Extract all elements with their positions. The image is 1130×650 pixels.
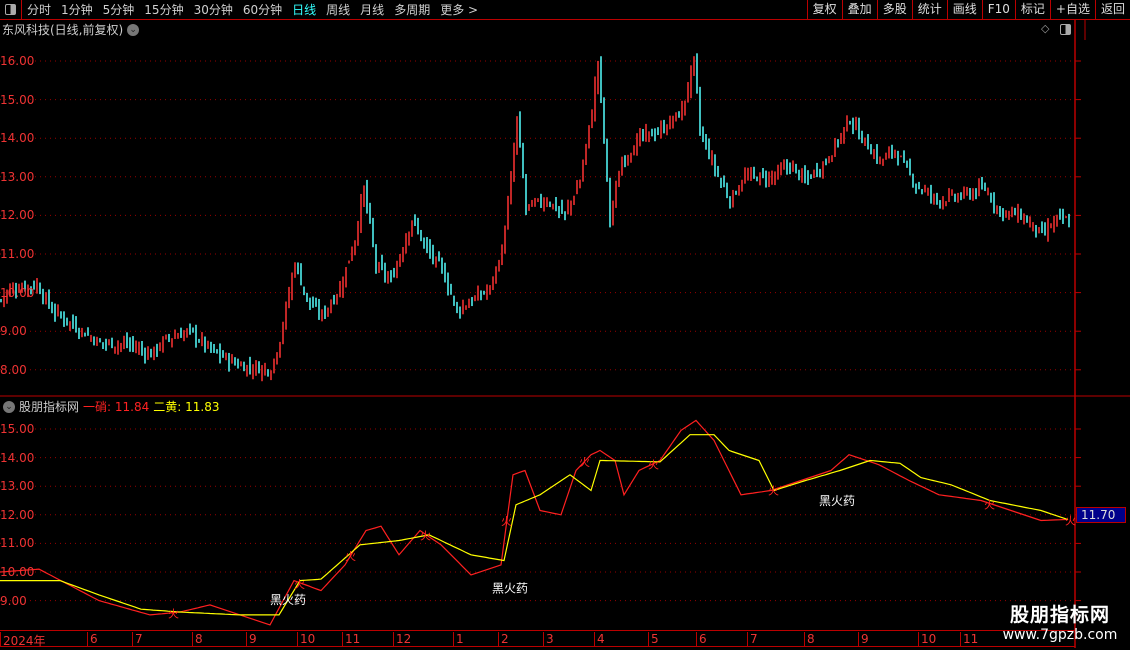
month-label: 12 bbox=[393, 632, 411, 647]
month-label: 2 bbox=[498, 632, 509, 647]
period-tab[interactable]: 日线 bbox=[292, 3, 317, 17]
chevron-down-icon[interactable]: ⌄ bbox=[3, 400, 15, 413]
fire-marker: 火 bbox=[345, 550, 356, 563]
stock-title: 东风科技(日线,前复权) bbox=[2, 23, 124, 37]
month-label: 9 bbox=[858, 632, 869, 647]
period-tab[interactable]: 15分钟 bbox=[144, 3, 184, 17]
price-tick-label: 10.00 bbox=[0, 285, 35, 300]
month-label: 6 bbox=[87, 632, 98, 647]
toolbar-action-button[interactable]: F10 bbox=[981, 0, 1015, 19]
fire-marker: 火 bbox=[768, 484, 779, 497]
fire-marker: 火 bbox=[294, 578, 305, 591]
month-label: 5 bbox=[648, 632, 659, 647]
indicator-tick-label: 10.00 bbox=[0, 565, 35, 579]
diamond-icon[interactable]: ◇ bbox=[1041, 22, 1050, 35]
indicator-tick-label: 13.00 bbox=[0, 479, 35, 494]
toolbar-action-button[interactable]: +自选 bbox=[1049, 0, 1095, 19]
toolbar-action-button[interactable]: 复权 bbox=[806, 0, 842, 19]
month-label: 1 bbox=[453, 632, 464, 647]
indicator-name: 股朋指标网 bbox=[19, 400, 80, 414]
signal-label: 黑火药 bbox=[270, 593, 306, 607]
indicator-tick-label: 11.00 bbox=[0, 536, 35, 551]
watermark: 股朋指标网 www.7gpzb.com bbox=[990, 600, 1130, 643]
fire-marker: 火 bbox=[579, 456, 590, 469]
month-label: 4 bbox=[594, 632, 605, 647]
price-tick-label: 9.00 bbox=[0, 324, 27, 339]
toolbar-action-button[interactable]: 叠加 bbox=[841, 0, 877, 19]
price-tick-label: 14.00 bbox=[0, 131, 35, 146]
fire-marker: 火 bbox=[420, 530, 431, 543]
price-tick-label: 11.00 bbox=[0, 247, 35, 261]
signal-label: 黑火药 bbox=[492, 582, 528, 596]
month-label: 3 bbox=[543, 632, 554, 647]
indicator-title: ⌄ 股朋指标网 一硝: 11.84 二黄: 11.83 bbox=[3, 398, 219, 415]
toolbar-action-button[interactable]: 返回 bbox=[1094, 0, 1130, 19]
line2-series bbox=[0, 434, 1069, 616]
month-label: 11 bbox=[342, 632, 360, 647]
line1-label: 一硝 bbox=[83, 400, 108, 414]
toolbar-action-button[interactable]: 标记 bbox=[1014, 0, 1050, 19]
indicator-tick-label: 12.00 bbox=[0, 507, 35, 522]
fire-marker: 火 bbox=[984, 499, 995, 512]
panel-layout-icon[interactable] bbox=[1060, 24, 1071, 35]
line1-series bbox=[0, 419, 1069, 626]
indicator-tick-label: 14.00 bbox=[0, 450, 35, 465]
period-tab[interactable]: 30分钟 bbox=[193, 3, 233, 17]
line1-value: 11.84 bbox=[114, 400, 150, 414]
indicator-tick-label: 15.00 bbox=[0, 422, 35, 436]
month-label: 2024年 bbox=[0, 632, 46, 648]
watermark-title: 股朋指标网 bbox=[1009, 604, 1110, 626]
toolbar-action-button[interactable]: 多股 bbox=[876, 0, 912, 19]
watermark-url: www.7gpzb.com bbox=[1002, 627, 1118, 643]
month-label: 8 bbox=[192, 632, 203, 647]
month-label: 6 bbox=[696, 632, 707, 647]
toolbar-action-button[interactable]: 画线 bbox=[946, 0, 982, 19]
period-tab[interactable]: 分时 bbox=[27, 3, 52, 17]
toolbar-action-button[interactable]: 统计 bbox=[911, 0, 947, 19]
line2-label: 二黄 bbox=[153, 400, 178, 414]
price-tick-label: 15.00 bbox=[0, 92, 35, 107]
period-tab[interactable]: 月线 bbox=[360, 3, 385, 17]
price-tick-label: 8.00 bbox=[0, 362, 27, 377]
month-label: 10 bbox=[297, 632, 315, 647]
date-axis: 2024年 6 7 8 9 10 11 12 1 2 3 4 5 6 7 8 9 10 11 bbox=[0, 630, 1075, 648]
month-label: 11 bbox=[960, 632, 978, 647]
month-label: 9 bbox=[246, 632, 257, 647]
period-tab[interactable]: 多周期 bbox=[394, 3, 431, 17]
chart-title: 东风科技(日线,前复权) ⌄ bbox=[2, 21, 140, 38]
layout-toggle-icon[interactable] bbox=[0, 0, 22, 19]
signal-label: 黑火药 bbox=[819, 494, 855, 508]
fire-marker: 火 bbox=[648, 458, 659, 471]
fire-marker: 火 bbox=[1065, 514, 1076, 527]
period-tab[interactable]: 1分钟 bbox=[61, 3, 93, 17]
period-tab[interactable]: 60分钟 bbox=[242, 3, 283, 17]
chevron-down-icon[interactable]: ⌄ bbox=[127, 23, 140, 36]
period-tab[interactable]: 5分钟 bbox=[102, 3, 135, 17]
month-label: 8 bbox=[804, 632, 815, 647]
price-tick-label: 16.00 bbox=[0, 54, 35, 68]
fire-marker: 火 bbox=[168, 608, 179, 621]
toolbar: 分时 1分钟 5分钟 15分钟 30分钟 60分钟 日线 周线 月线 多周期 更多 > 复权 叠加 多股… bbox=[0, 0, 1130, 20]
month-label: 7 bbox=[747, 632, 758, 647]
period-tab[interactable]: 更多 > bbox=[440, 3, 479, 17]
fire-marker: 火 bbox=[501, 515, 512, 528]
line2-value: 11.83 bbox=[185, 400, 220, 414]
price-tick-label: 12.00 bbox=[0, 208, 35, 223]
indicator-tick-label: 9.00 bbox=[0, 593, 27, 608]
current-price-tag: 11.70 bbox=[1076, 507, 1126, 523]
month-label: 7 bbox=[132, 632, 143, 647]
price-tick-label: 13.00 bbox=[0, 169, 35, 184]
period-tab[interactable]: 周线 bbox=[326, 3, 351, 17]
month-label: 10 bbox=[918, 632, 936, 647]
